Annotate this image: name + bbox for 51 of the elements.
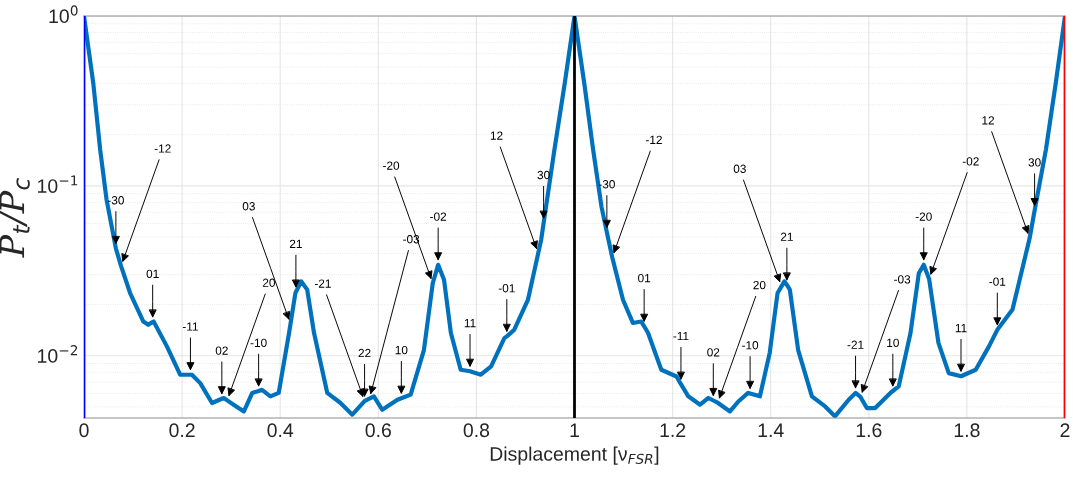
annotation: 10 [887, 338, 899, 347]
annotation: 20 [753, 280, 766, 290]
annotation: -02 [962, 157, 979, 166]
x-tick-label: 1.4 [758, 423, 784, 437]
annotation: -10 [250, 338, 267, 347]
annotation: -30 [107, 196, 124, 205]
annotation: 30 [1028, 158, 1041, 167]
x-tick-label: 0.6 [365, 423, 391, 438]
annotation: 11 [464, 319, 476, 328]
y-tick-label: 10$^{−2}$ [38, 345, 78, 363]
annotation: 03 [242, 202, 255, 211]
annotation: 21 [780, 232, 793, 241]
annotation: -12 [154, 144, 171, 153]
annotation: -11 [182, 322, 198, 331]
annotation: 02 [215, 346, 228, 355]
annotation: 21 [289, 239, 302, 248]
annotation: -20 [383, 161, 400, 170]
annotation: -01 [989, 277, 1006, 286]
x-tick-label: 1.8 [954, 423, 980, 438]
x-tick-label: 1 [570, 423, 579, 437]
y-tick-label: 10$^{0}$ [49, 5, 78, 24]
y-axis-title: P$_{t}$/P$_{c}$ [0, 178, 30, 258]
annotation: 01 [638, 273, 651, 283]
x-tick-label: 0.2 [169, 423, 195, 438]
y-tick-label: 10$^{−1}$ [38, 175, 78, 193]
x-tick-label: 1.2 [660, 423, 686, 437]
annotation: 11 [955, 324, 967, 333]
x-tick-label: 0.4 [267, 423, 294, 438]
annotation: -10 [742, 341, 759, 350]
annotation: -20 [915, 212, 932, 221]
annotation: 20 [262, 278, 275, 287]
annotation: 02 [707, 348, 720, 357]
x-tick-label: 0 [79, 423, 89, 438]
annotation: -02 [430, 212, 447, 221]
annotation: -21 [847, 340, 864, 349]
annotation: -01 [498, 284, 515, 293]
annotation: -03 [894, 275, 911, 284]
annotation: 12 [982, 116, 994, 125]
annotation: -11 [673, 331, 689, 341]
annotation: 22 [358, 348, 371, 358]
x-tick-label: 0.8 [463, 423, 490, 438]
annotation: 10 [395, 345, 408, 355]
annotation: -12 [645, 135, 662, 144]
annotation: -21 [314, 279, 331, 288]
line-series [84, 16, 1065, 418]
annotation: 12 [490, 131, 503, 140]
x-tick-label: 1.6 [856, 423, 882, 438]
annotation: 03 [733, 164, 746, 173]
annotation: 01 [146, 269, 159, 278]
x-tick-label: 2 [1060, 423, 1070, 437]
x-axis-title: Displacement [ν$_{FSR}$] [490, 446, 659, 465]
